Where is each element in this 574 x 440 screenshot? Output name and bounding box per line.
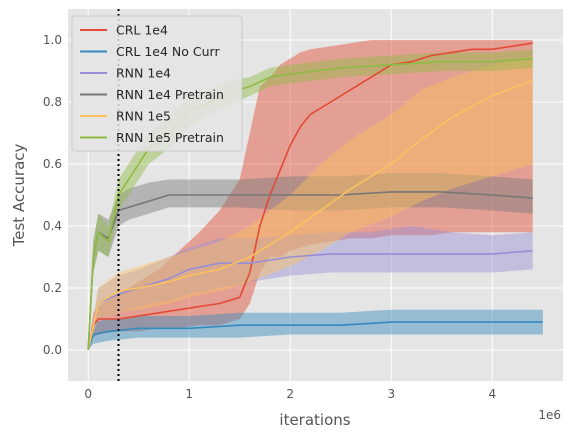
y-tick-label: 0.2 (43, 281, 62, 295)
x-tick-label: 4 (488, 387, 496, 401)
x-tick-label: 0 (84, 387, 92, 401)
series-line-1 (87, 321, 543, 351)
x-tick-labels: 0 1 2 3 4 (84, 387, 496, 401)
y-tick-label: 0.4 (43, 219, 62, 233)
legend-label-3: RNN 1e4 Pretrain (116, 87, 224, 102)
y-tick-label: 0.8 (43, 95, 62, 109)
legend: CRL 1e4 CRL 1e4 No Curr RNN 1e4 RNN 1e4 Pre… (71, 15, 243, 152)
y-tick-label: 0.0 (43, 343, 62, 357)
legend-label-2: RNN 1e4 (116, 66, 171, 81)
x-tick-label: 2 (286, 387, 294, 401)
x-tick-label: 1 (185, 387, 193, 401)
y-axis-label: Test Accuracy (10, 143, 28, 247)
y-tick-labels: 0.0 0.2 0.4 0.6 0.8 1.0 (43, 33, 62, 357)
series-line-2 (87, 250, 533, 351)
y-tick-label: 0.6 (43, 157, 62, 171)
x-tick-label: 3 (387, 387, 395, 401)
series-band-2 (88, 226, 533, 350)
series-band-4 (88, 55, 533, 350)
series-band-3 (88, 173, 533, 350)
y-tick-label: 1.0 (43, 33, 62, 47)
legend-label-0: CRL 1e4 (116, 23, 168, 38)
legend-label-4: RNN 1e5 (116, 109, 171, 124)
legend-label-5: RNN 1e5 Pretrain (116, 130, 224, 145)
legend-box (71, 15, 243, 152)
series-line-0 (87, 42, 533, 351)
series-line-4 (87, 79, 533, 351)
x-axis-multiplier: 1e6 (538, 408, 561, 422)
series-band-1 (88, 309, 543, 350)
legend-label-1: CRL 1e4 No Curr (116, 44, 220, 59)
series-line-3 (87, 191, 533, 351)
x-axis-label: iterations (279, 411, 350, 429)
